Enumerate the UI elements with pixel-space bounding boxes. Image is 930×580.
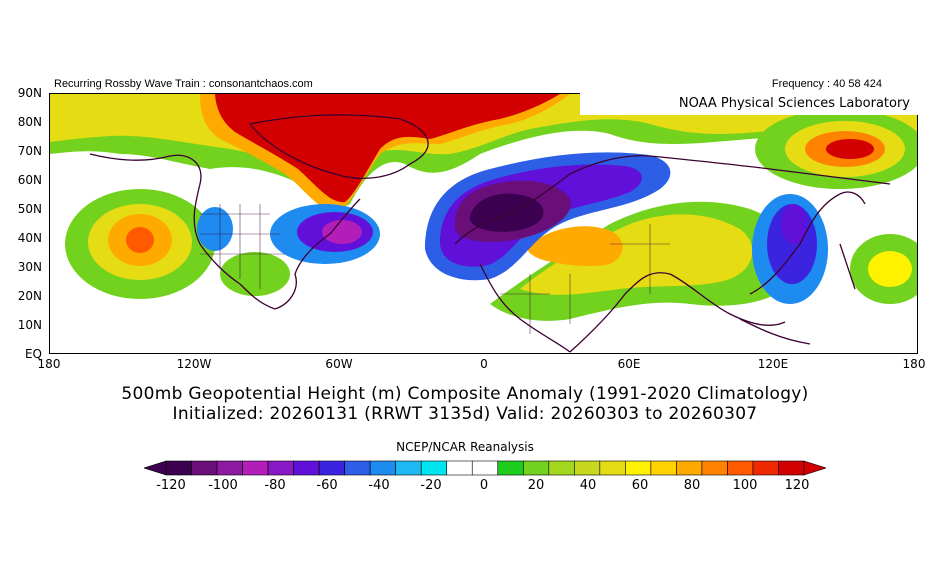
lat-label-30n: 30N [17, 260, 42, 274]
colorbar-swatch [599, 460, 626, 476]
colorbar-swatch [191, 460, 218, 476]
colorbar-swatch [242, 460, 269, 476]
colorbar-swatch [548, 460, 575, 476]
colorbar-min-arrow [144, 460, 167, 476]
colorbar-swatch [369, 460, 396, 476]
lat-label-60n: 60N [17, 173, 42, 187]
west-us-trough [197, 207, 233, 251]
colorbar-label: -20 [420, 478, 442, 493]
colorbar [144, 460, 826, 476]
lon-label-180e: 180 [902, 357, 926, 371]
state-borders [200, 204, 670, 334]
colorbar-label: 80 [683, 478, 701, 493]
colorbar-swatch [676, 460, 703, 476]
colorbar-label: -80 [264, 478, 286, 493]
anomaly-map [49, 93, 918, 354]
colorbar-swatch [344, 460, 371, 476]
colorbar-label: 40 [579, 478, 597, 493]
lon-label-60w: 60W [325, 357, 353, 371]
map-subtitle: Initialized: 20260131 (RRWT 3135d) Valid… [172, 404, 758, 424]
east-asia-trough-deep [781, 204, 807, 244]
colorbar-swatch [293, 460, 320, 476]
lon-label-120w: 120W [176, 357, 212, 371]
lat-label-10n: 10N [17, 318, 42, 332]
colorbar-label: 100 [732, 478, 758, 493]
nw-atlantic-low-deep [322, 220, 362, 244]
colorbar-label: 60 [631, 478, 649, 493]
colorbar-swatch [395, 460, 422, 476]
colorbar-swatch [446, 460, 473, 476]
pacific-ridge-red [126, 227, 154, 253]
colorbar-swatch [471, 460, 499, 476]
lat-label-90n: 90N [17, 86, 42, 100]
lon-label-120e: 120E [757, 357, 789, 371]
lat-label-20n: 20N [17, 289, 42, 303]
siberia-ridge-red [826, 139, 874, 159]
colorbar-swatch [778, 460, 805, 476]
coastlines [89, 114, 891, 353]
eurasia-warm-yellow [520, 214, 753, 295]
colorbar-swatch [625, 460, 652, 476]
colorbar-swatch [497, 460, 524, 476]
colorbar-swatch [574, 460, 601, 476]
anomaly-map-svg [50, 94, 917, 353]
w-pacific-ridge-yellow [868, 251, 912, 287]
lab-credit-label: NOAA Physical Sciences Laboratory [580, 93, 918, 115]
lon-label-0: 0 [480, 357, 488, 371]
lat-label-40n: 40N [17, 231, 42, 245]
colorbar-swatch [650, 460, 677, 476]
south-us-ridge [220, 252, 290, 296]
europe-trough-core [469, 193, 544, 232]
colorbar-label: -60 [316, 478, 338, 493]
colorbar-label: 20 [527, 478, 545, 493]
colorbar-swatch [267, 460, 294, 476]
colorbar-label: 120 [784, 478, 810, 493]
map-title: 500mb Geopotential Height (m) Composite … [121, 384, 809, 404]
lat-label-50n: 50N [17, 202, 42, 216]
colorbar-swatch [216, 460, 243, 476]
header-left-label: Recurring Rossby Wave Train : consonantc… [54, 78, 313, 90]
greenland-ridge-red [215, 94, 560, 203]
colorbar-swatch [165, 460, 192, 476]
lon-label-180w: 180 [37, 357, 61, 371]
lon-label-60e: 60E [617, 357, 641, 371]
colorbar-label: 0 [479, 478, 489, 493]
eurasia-warm-orange [527, 226, 623, 267]
colorbar-swatch [701, 460, 728, 476]
colorbar-label: -100 [208, 478, 238, 493]
colorbar-label: -40 [368, 478, 390, 493]
colorbar-swatch [522, 460, 550, 476]
colorbar-label: -120 [156, 478, 186, 493]
frequency-label: Frequency : 40 58 424 [771, 78, 882, 90]
colorbar-swatch [318, 460, 345, 476]
lat-label-80n: 80N [17, 115, 42, 129]
data-source-label: NCEP/NCAR Reanalysis [396, 440, 534, 454]
colorbar-swatch [420, 460, 448, 476]
lat-label-eq: EQ [24, 347, 42, 361]
colorbar-max-arrow [803, 460, 826, 476]
colorbar-swatch [727, 460, 754, 476]
colorbar-swatch [752, 460, 779, 476]
lat-label-70n: 70N [17, 144, 42, 158]
